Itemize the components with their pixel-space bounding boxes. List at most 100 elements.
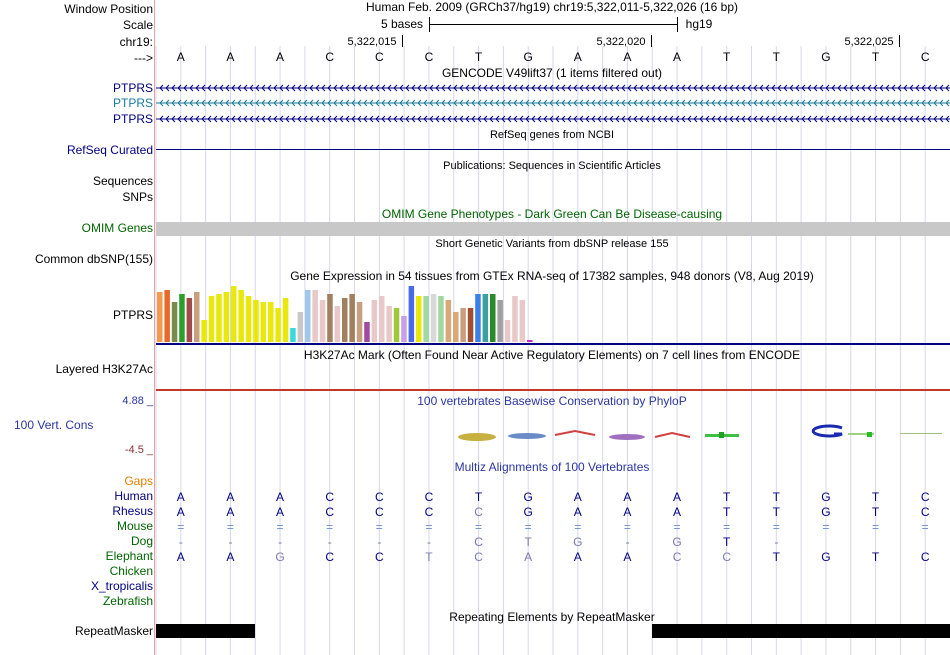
multiz-base: C (374, 490, 384, 504)
gtex-bar (201, 320, 207, 342)
gencode-strand-arrow (585, 84, 590, 92)
coord-tick-1 (402, 35, 403, 47)
gencode-strand-arrow (849, 84, 854, 92)
gencode-strand-arrow (375, 84, 380, 92)
gtex-bar (379, 296, 385, 342)
reference-base: C (424, 50, 434, 64)
multiz-base: = (524, 520, 532, 534)
gencode-strand-arrow (717, 115, 722, 123)
gencode-strand-arrow (513, 99, 518, 107)
gencode-strand-arrow (201, 99, 206, 107)
gencode-strand-arrow (921, 115, 926, 123)
gencode-strand-arrow (663, 115, 668, 123)
gencode-strand-arrow (813, 115, 818, 123)
repeat-element-1[interactable] (156, 624, 255, 638)
gencode-strand-arrow (219, 84, 224, 92)
gencode-strand-arrow (339, 115, 344, 123)
gencode-strand-arrow (675, 115, 680, 123)
gencode-strand-arrow (231, 99, 236, 107)
gencode-strand-arrow (693, 115, 698, 123)
multiz-species-label[interactable]: Human (114, 489, 153, 503)
gtex-bar (386, 306, 392, 342)
multiz-species-label[interactable]: Mouse (116, 519, 153, 533)
gencode-strand-arrow (891, 115, 896, 123)
multiz-base: T (871, 505, 880, 519)
gencode-strand-arrow (819, 99, 824, 107)
multiz-species-label[interactable]: Gaps (124, 474, 153, 488)
gencode-strand-arrow (861, 115, 866, 123)
gencode-strand-arrow (525, 84, 530, 92)
repeatmasker-label[interactable]: RepeatMasker (74, 624, 153, 638)
multiz-base: T (772, 550, 780, 564)
phylop-label[interactable]: 100 Vert. Cons (14, 418, 94, 432)
gencode-strand-arrow (645, 99, 650, 107)
gencode-strand-arrow (369, 84, 374, 92)
multiz-species-label[interactable]: Dog (130, 534, 153, 548)
multiz-base: C (722, 550, 732, 564)
publications-label-sequences[interactable]: Sequences (92, 174, 153, 188)
refseq-label[interactable]: RefSeq Curated (66, 143, 153, 157)
gencode-strand-arrow (909, 99, 914, 107)
multiz-species-label[interactable]: Zebrafish (102, 594, 153, 608)
gencode-strand-arrow (609, 115, 614, 123)
gencode-strand-arrow (861, 84, 866, 92)
gencode-strand-arrow (285, 115, 290, 123)
gencode-strand-arrow (363, 115, 368, 123)
multiz-base: T (871, 550, 880, 564)
gtex-bar (490, 294, 496, 342)
gencode-strand-arrow (795, 115, 800, 123)
multiz-species-label[interactable]: Elephant (105, 549, 153, 563)
gencode-strand-arrow (525, 115, 530, 123)
gencode-strand-arrow (177, 84, 182, 92)
publications-label-snps[interactable]: SNPs (122, 190, 153, 204)
gencode-strand-arrow (597, 115, 602, 123)
gencode-gene-1[interactable]: PTPRS (112, 81, 153, 95)
multiz-base: G (821, 490, 831, 504)
reference-base: A (226, 50, 235, 64)
multiz-base: C (374, 550, 384, 564)
gencode-strand-arrow (921, 99, 926, 107)
gtex-label[interactable]: PTPRS (112, 308, 153, 322)
dbsnp-label[interactable]: Common dbSNP(155) (34, 252, 153, 266)
multiz-base: C (920, 490, 930, 504)
phylop-ymin: -4.5 _ (124, 444, 153, 456)
gencode-strand-arrow (231, 84, 236, 92)
gencode-strand-arrow (645, 115, 650, 123)
multiz-base: = (375, 520, 383, 534)
h3k27ac-baseline (156, 389, 950, 391)
multiz-base: A (573, 490, 582, 504)
gencode-strand-arrow (537, 84, 542, 92)
multiz-species-label[interactable]: Chicken (109, 564, 153, 578)
h3k27ac-label[interactable]: Layered H3K27Ac (55, 362, 153, 376)
gencode-strand-arrow (165, 84, 170, 92)
gencode-strand-arrow (765, 84, 770, 92)
gencode-strand-arrow (189, 84, 194, 92)
reference-base: C (374, 50, 384, 64)
gencode-gene-3[interactable]: PTPRS (112, 112, 153, 126)
gencode-strand-arrow (363, 99, 368, 107)
gencode-strand-arrow (201, 84, 206, 92)
multiz-base: A (673, 490, 682, 504)
omim-label[interactable]: OMIM Genes (81, 221, 153, 235)
gtex-bar (157, 292, 163, 342)
omim-gene-bar[interactable] (156, 222, 950, 236)
repeat-element-2[interactable] (652, 624, 950, 638)
gencode-strand-arrow (177, 115, 182, 123)
gencode-strand-arrow (663, 84, 668, 92)
gencode-strand-arrow (189, 115, 194, 123)
gencode-strand-arrow (597, 84, 602, 92)
gencode-strand-arrow (189, 99, 194, 107)
gencode-strand-arrow (567, 84, 572, 92)
gencode-gene-2[interactable]: PTPRS (112, 96, 153, 110)
gtex-bar (453, 312, 459, 342)
gencode-strand-arrow (531, 99, 536, 107)
refseq-gene-line[interactable] (156, 149, 950, 150)
gencode-strand-arrow (447, 99, 452, 107)
gencode-strand-arrow (867, 99, 872, 107)
multiz-species-label[interactable]: Rhesus (112, 504, 153, 518)
multiz-species-label[interactable]: X_tropicalis (90, 579, 153, 593)
multiz-base: C (672, 550, 682, 564)
